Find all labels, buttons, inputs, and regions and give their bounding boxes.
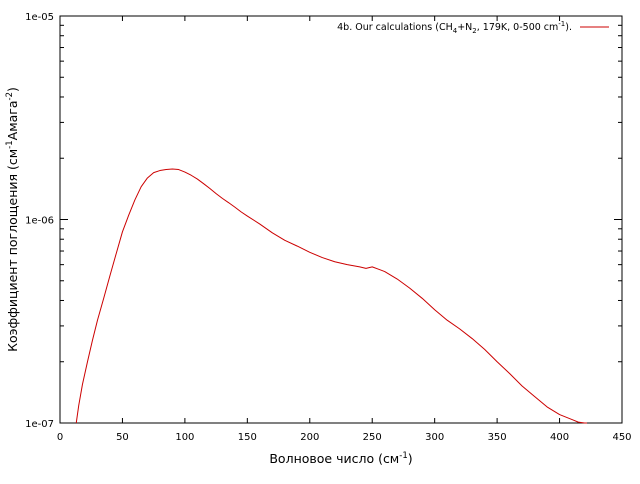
x-axis-title-main: Волновое число (см xyxy=(269,451,399,466)
legend-label-p4: ). xyxy=(565,22,572,33)
y-ticks: 1e-07 1e-06 1e-05 xyxy=(25,12,622,430)
series-layer xyxy=(75,168,588,424)
legend-label: 4b. Our calculations (CH4+N2, 179K, 0-50… xyxy=(337,20,572,35)
y-axis-title-sup1: -1 xyxy=(5,140,15,148)
x-tick-label: 250 xyxy=(363,432,382,443)
y-axis-title: Коэффициент поглощения (см-1Амага-2) xyxy=(5,87,20,352)
y-tick-label: 1e-06 xyxy=(25,216,54,227)
x-tick-label: 50 xyxy=(116,432,129,443)
x-tick-label: 450 xyxy=(612,432,631,443)
series-line xyxy=(75,168,588,424)
plot-frame xyxy=(59,15,623,424)
legend-label-p2: +N xyxy=(457,22,472,33)
x-tick-label: 200 xyxy=(300,432,319,443)
x-axis-title: Волновое число (см-1) xyxy=(269,451,412,466)
y-minor-ticks xyxy=(60,24,622,363)
legend-label-sup: -1 xyxy=(558,20,565,28)
y-axis-title-mid: Амага xyxy=(5,100,20,140)
y-tick-label: 1e-05 xyxy=(25,12,54,23)
x-tick-label: 150 xyxy=(238,432,257,443)
x-tick-label: 300 xyxy=(425,432,444,443)
y-axis-title-main: Коэффициент поглощения (см xyxy=(5,149,20,352)
x-axis-title-sup: -1 xyxy=(399,451,407,461)
x-ticks: 0 50 100 150 200 250 300 350 400 450 xyxy=(57,16,632,443)
legend: 4b. Our calculations (CH4+N2, 179K, 0-50… xyxy=(337,20,609,35)
x-tick-label: 350 xyxy=(488,432,507,443)
legend-label-p1: 4b. Our calculations (CH xyxy=(337,22,453,33)
y-axis-title-sup2: -2 xyxy=(5,92,15,100)
x-axis-title-tail: ) xyxy=(408,451,413,466)
x-tick-label: 400 xyxy=(550,432,569,443)
legend-label-s2: 2 xyxy=(472,27,476,35)
legend-label-p3: , 179K, 0-500 cm xyxy=(477,22,559,33)
y-axis-title-tail: ) xyxy=(5,87,20,92)
x-tick-label: 0 xyxy=(57,432,63,443)
legend-label-s1: 4 xyxy=(453,27,458,35)
y-tick-label: 1e-07 xyxy=(25,419,54,430)
x-tick-label: 100 xyxy=(175,432,194,443)
